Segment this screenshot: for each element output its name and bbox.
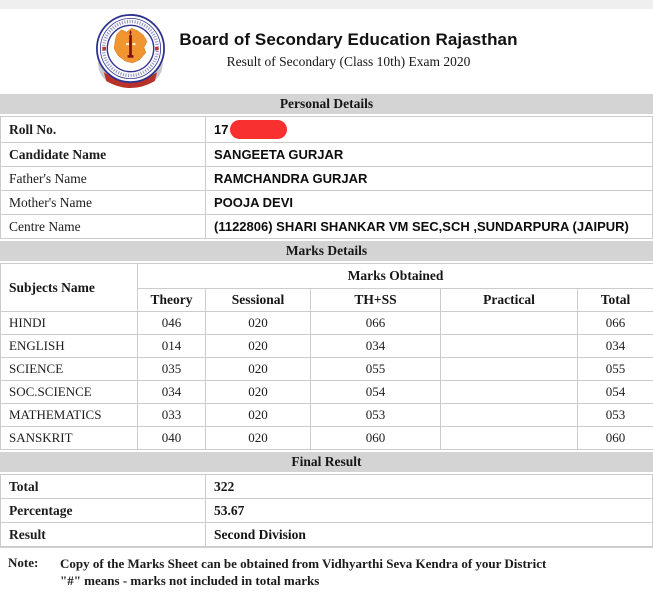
result-label: Result	[0, 522, 206, 547]
column-header-sessional: Sessional	[205, 288, 311, 312]
total-marks: 055	[576, 357, 653, 381]
candidate-name-label: Candidate Name	[0, 142, 206, 167]
total-marks: 053	[576, 403, 653, 427]
subject-name: MATHEMATICS	[0, 403, 138, 427]
mother-name-value: POOJA DEVI	[205, 190, 653, 215]
page-title: Board of Secondary Education Rajasthan	[179, 30, 518, 49]
final-result-table: Total 322 Percentage 53.67 Result Second…	[0, 474, 653, 547]
total-marks: 054	[576, 380, 653, 404]
total-marks: 060	[576, 426, 653, 450]
total-value: 322	[205, 474, 653, 499]
subject-name: SANSKRIT	[0, 426, 138, 450]
marks-obtained-header: Marks Obtained	[136, 263, 653, 289]
theory-marks: 040	[137, 426, 206, 450]
table-row-candidate-name: Candidate Name SANGEETA GURJAR	[0, 142, 653, 167]
th-ss-marks: 034	[310, 334, 441, 358]
percentage-value: 53.67	[205, 498, 653, 523]
section-header-marks-details: Marks Details	[0, 239, 653, 263]
roll-no-label: Roll No.	[0, 116, 206, 143]
column-header-practical: Practical	[440, 288, 578, 312]
practical-marks	[440, 311, 578, 335]
father-name-label: Father's Name	[0, 166, 206, 191]
subjects-name-header: Subjects Name	[0, 263, 138, 312]
practical-marks	[440, 334, 578, 358]
section-header-personal-details: Personal Details	[0, 92, 653, 116]
sessional-marks: 020	[205, 403, 311, 427]
note-section: Note: Copy of the Marks Sheet can be obt…	[0, 547, 653, 589]
note-text: Copy of the Marks Sheet can be obtained …	[60, 555, 546, 589]
centre-name-label: Centre Name	[0, 214, 206, 239]
sessional-marks: 020	[205, 426, 311, 450]
sessional-marks: 020	[205, 380, 311, 404]
sessional-marks: 020	[205, 357, 311, 381]
table-row-english: ENGLISH 014 020 034 034	[0, 334, 653, 358]
page-top-strip	[0, 0, 653, 9]
column-header-th-ss: TH+SS	[310, 288, 441, 312]
mother-name-label: Mother's Name	[0, 190, 206, 215]
table-row-science: SCIENCE 035 020 055 055	[0, 357, 653, 381]
theory-marks: 035	[137, 357, 206, 381]
section-header-final-result: Final Result	[0, 450, 653, 474]
practical-marks	[440, 357, 578, 381]
practical-marks	[440, 403, 578, 427]
table-row-hindi: HINDI 046 020 066 066	[0, 311, 653, 335]
th-ss-marks: 066	[310, 311, 441, 335]
table-row-result: Result Second Division	[0, 522, 653, 547]
table-row-soc-science: SOC.SCIENCE 034 020 054 054	[0, 380, 653, 404]
theory-marks: 033	[137, 403, 206, 427]
sessional-marks: 020	[205, 334, 311, 358]
note-line-1: Copy of the Marks Sheet can be obtained …	[60, 556, 547, 571]
result-value: Second Division	[205, 522, 653, 547]
result-header: Board of Secondary Education Rajasthan R…	[0, 9, 653, 92]
th-ss-marks: 053	[310, 403, 441, 427]
bser-board-logo-icon	[96, 14, 165, 89]
subject-name: SCIENCE	[0, 357, 138, 381]
theory-marks: 034	[137, 380, 206, 404]
personal-details-table: Roll No. 17 Candidate Name SANGEETA GURJ…	[0, 116, 653, 239]
practical-marks	[440, 426, 578, 450]
total-marks: 066	[576, 311, 653, 335]
subject-name: ENGLISH	[0, 334, 138, 358]
theory-marks: 046	[137, 311, 206, 335]
table-row-mathematics: MATHEMATICS 033 020 053 053	[0, 403, 653, 427]
total-marks: 034	[576, 334, 653, 358]
page-subtitle: Result of Secondary (Class 10th) Exam 20…	[226, 54, 471, 69]
th-ss-marks: 060	[310, 426, 441, 450]
table-row-total: Total 322	[0, 474, 653, 499]
candidate-name-value: SANGEETA GURJAR	[205, 142, 653, 167]
table-row-father-name: Father's Name RAMCHANDRA GURJAR	[0, 166, 653, 191]
table-row-mother-name: Mother's Name POOJA DEVI	[0, 190, 653, 215]
total-label: Total	[0, 474, 206, 499]
father-name-value: RAMCHANDRA GURJAR	[205, 166, 653, 191]
marks-header-row-columns: Theory Sessional TH+SS Practical Total	[1, 288, 653, 312]
th-ss-marks: 054	[310, 380, 441, 404]
th-ss-marks: 055	[310, 357, 441, 381]
note-line-2: "#" means - marks not included in total …	[60, 573, 320, 588]
roll-no-redaction-overlay	[230, 120, 288, 139]
roll-no-value: 17	[205, 116, 653, 143]
column-header-theory: Theory	[137, 288, 206, 312]
table-row-centre-name: Centre Name (1122806) SHARI SHANKAR VM S…	[0, 214, 653, 239]
subject-name: SOC.SCIENCE	[0, 380, 138, 404]
column-header-total: Total	[576, 288, 653, 312]
table-row-sanskrit: SANSKRIT 040 020 060 060	[0, 426, 653, 450]
note-label: Note:	[8, 555, 39, 570]
percentage-label: Percentage	[0, 498, 206, 523]
roll-no-prefix: 17	[214, 122, 229, 137]
table-row-percentage: Percentage 53.67	[0, 498, 653, 523]
marks-header-row-group: Subjects Name Marks Obtained	[0, 263, 653, 312]
subject-name: HINDI	[0, 311, 138, 335]
table-row-roll-no: Roll No. 17	[0, 116, 653, 143]
centre-name-value: (1122806) SHARI SHANKAR VM SEC,SCH ,SUND…	[205, 214, 653, 239]
practical-marks	[440, 380, 578, 404]
theory-marks: 014	[137, 334, 206, 358]
marks-details-table: Subjects Name Marks Obtained Theory Sess…	[0, 263, 653, 450]
sessional-marks: 020	[205, 311, 311, 335]
